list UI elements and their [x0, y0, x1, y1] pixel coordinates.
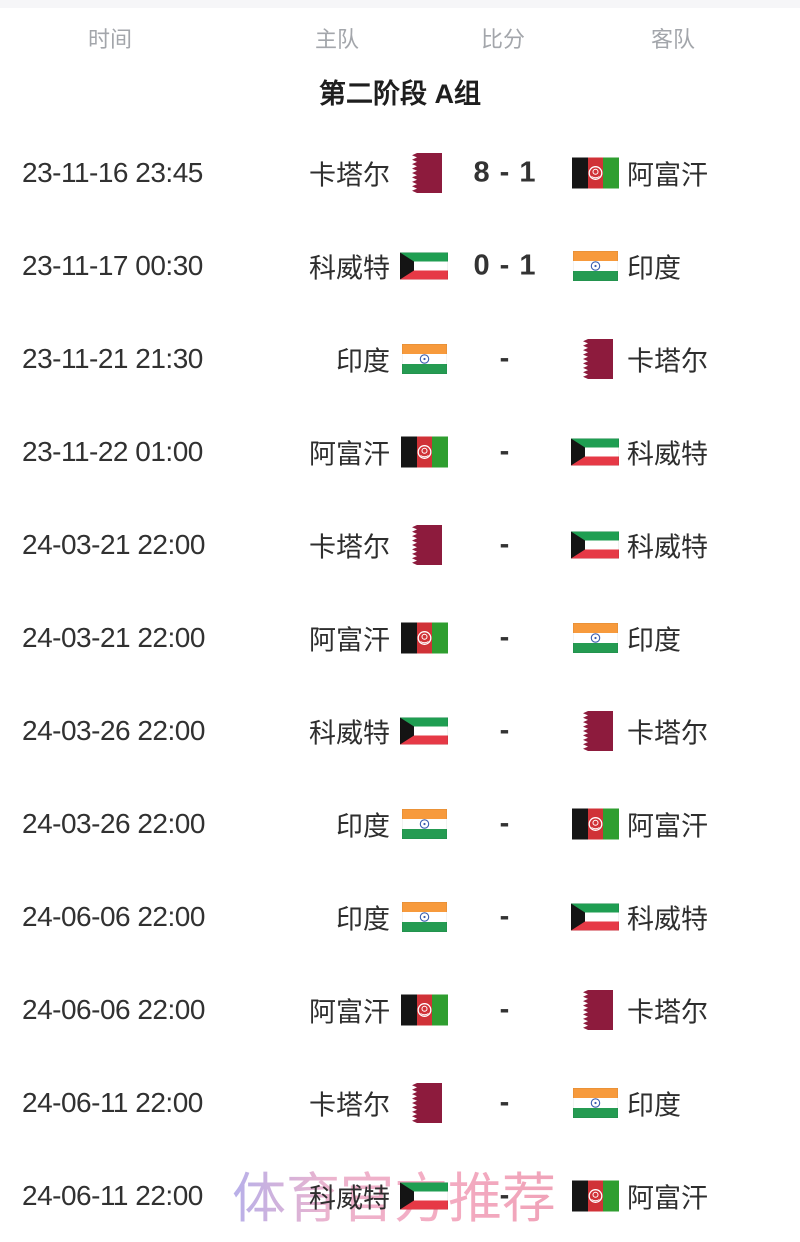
match-row[interactable]: 24-06-11 22:00 卡塔尔 - 印度: [0, 1056, 800, 1149]
match-time: 23-11-22 01:00: [22, 435, 203, 467]
away-team-name: 科威特: [627, 532, 708, 562]
away-team-name: 卡塔尔: [627, 718, 708, 748]
group-title: 第二阶段 A组: [319, 79, 481, 109]
column-header-score: 比分: [480, 27, 525, 52]
away-team-name: 阿富汗: [627, 1183, 708, 1213]
india-flag-icon: [571, 622, 619, 653]
match-row[interactable]: 24-03-21 22:00 阿富汗 - 印度: [0, 591, 800, 684]
away-team-name: 印度: [627, 625, 681, 655]
away-team-name: 卡塔尔: [627, 997, 708, 1027]
match-time: 23-11-17 00:30: [22, 249, 203, 281]
top-divider: [0, 0, 800, 8]
match-time: 23-11-21 21:30: [22, 342, 203, 374]
table-header: 时间 主队 比分 客队: [0, 24, 800, 56]
match-score: -: [499, 993, 511, 1025]
home-team-name: 卡塔尔: [309, 1090, 390, 1120]
home-team-name: 卡塔尔: [309, 160, 390, 190]
column-header-away: 客队: [650, 27, 695, 52]
match-score: -: [499, 714, 511, 746]
column-header-home: 主队: [314, 27, 359, 52]
match-row[interactable]: 24-06-11 22:00 科威特 - 阿富汗: [0, 1149, 800, 1242]
kuwait-flag-icon: [400, 252, 448, 279]
match-time: 24-03-26 22:00: [22, 714, 205, 746]
india-flag-icon: [571, 1087, 619, 1118]
home-team-name: 科威特: [309, 718, 390, 748]
kuwait-flag-icon: [400, 1182, 448, 1209]
away-team-name: 印度: [627, 253, 681, 283]
match-row[interactable]: 23-11-16 23:45 卡塔尔 8 - 1 阿富汗: [0, 126, 800, 219]
qatar-flag-icon: [571, 710, 619, 751]
qatar-flag-icon: [571, 338, 619, 379]
home-team-name: 科威特: [309, 253, 390, 283]
kuwait-flag-icon: [571, 531, 619, 558]
kuwait-flag-icon: [571, 903, 619, 930]
home-team-name: 阿富汗: [309, 625, 390, 655]
match-score: -: [499, 807, 511, 839]
match-score: 8 - 1: [473, 156, 537, 188]
kuwait-flag-icon: [571, 438, 619, 465]
india-flag-icon: [400, 901, 448, 932]
match-row[interactable]: 23-11-21 21:30 印度 - 卡塔尔: [0, 312, 800, 405]
match-score: -: [499, 435, 511, 467]
india-flag-icon: [400, 808, 448, 839]
match-score: -: [499, 342, 511, 374]
match-score: -: [499, 1179, 511, 1211]
india-flag-icon: [400, 343, 448, 374]
match-score: 0 - 1: [473, 249, 537, 281]
match-time: 24-06-11 22:00: [22, 1086, 203, 1118]
match-score: -: [499, 1086, 511, 1118]
kuwait-flag-icon: [400, 717, 448, 744]
home-team-name: 印度: [336, 904, 390, 934]
home-team-name: 印度: [336, 811, 390, 841]
match-score: -: [499, 621, 511, 653]
match-time: 24-06-11 22:00: [22, 1179, 203, 1211]
match-row[interactable]: 24-03-26 22:00 印度 - 阿富汗: [0, 777, 800, 870]
away-team-name: 科威特: [627, 439, 708, 469]
match-score: -: [499, 900, 511, 932]
match-score: -: [499, 528, 511, 560]
match-time: 24-03-26 22:00: [22, 807, 205, 839]
afghanistan-flag-icon: [571, 808, 619, 839]
qatar-flag-icon: [571, 989, 619, 1030]
match-row[interactable]: 24-06-06 22:00 阿富汗 - 卡塔尔: [0, 963, 800, 1056]
away-team-name: 阿富汗: [627, 811, 708, 841]
away-team-name: 阿富汗: [627, 160, 708, 190]
match-time: 24-03-21 22:00: [22, 621, 205, 653]
match-row[interactable]: 23-11-17 00:30 科威特 0 - 1 印度: [0, 219, 800, 312]
match-time: 24-06-06 22:00: [22, 993, 205, 1025]
away-team-name: 科威特: [627, 904, 708, 934]
away-team-name: 卡塔尔: [627, 346, 708, 376]
afghanistan-flag-icon: [400, 622, 448, 653]
afghanistan-flag-icon: [400, 436, 448, 467]
home-team-name: 科威特: [309, 1183, 390, 1213]
home-team-name: 阿富汗: [309, 439, 390, 469]
match-time: 24-03-21 22:00: [22, 528, 205, 560]
india-flag-icon: [571, 250, 619, 281]
match-row[interactable]: 24-06-06 22:00 印度 - 科威特: [0, 870, 800, 963]
watermark-text: 体育官方推荐: [232, 1154, 556, 1233]
afghanistan-flag-icon: [571, 157, 619, 188]
qatar-flag-icon: [400, 1082, 448, 1123]
match-row[interactable]: 24-03-21 22:00 卡塔尔 - 科威特: [0, 498, 800, 591]
match-row[interactable]: 24-03-26 22:00 科威特 - 卡塔尔: [0, 684, 800, 777]
away-team-name: 印度: [627, 1090, 681, 1120]
qatar-flag-icon: [400, 152, 448, 193]
match-time: 23-11-16 23:45: [22, 156, 203, 188]
match-row[interactable]: 23-11-22 01:00 阿富汗 - 科威特: [0, 405, 800, 498]
afghanistan-flag-icon: [571, 1180, 619, 1211]
qatar-flag-icon: [400, 524, 448, 565]
column-header-time: 时间: [87, 27, 132, 52]
home-team-name: 阿富汗: [309, 997, 390, 1027]
home-team-name: 卡塔尔: [309, 532, 390, 562]
match-time: 24-06-06 22:00: [22, 900, 205, 932]
home-team-name: 印度: [336, 346, 390, 376]
match-list: 23-11-16 23:45 卡塔尔 8 - 1 阿富汗 23-11-17 00…: [0, 126, 800, 1242]
afghanistan-flag-icon: [400, 994, 448, 1025]
